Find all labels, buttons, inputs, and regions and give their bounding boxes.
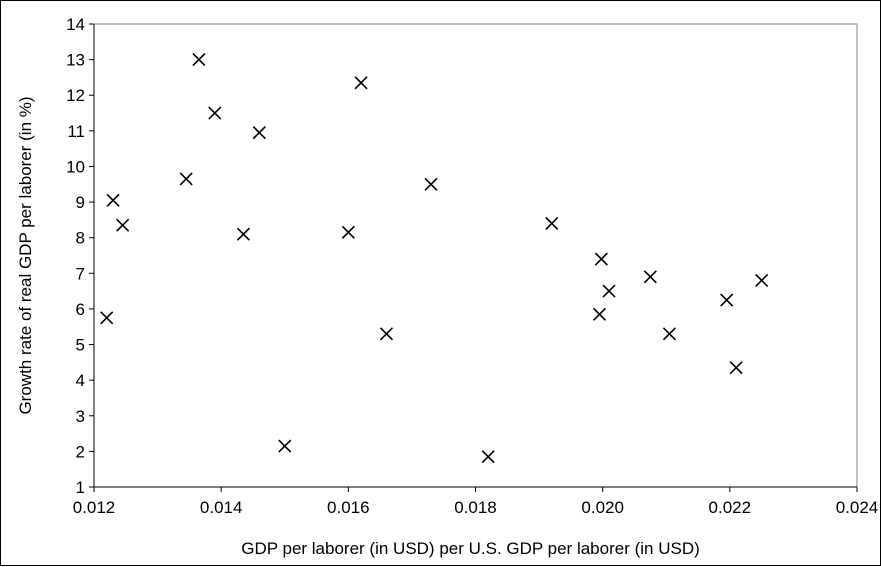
- marker-stroke: [602, 284, 616, 298]
- x-tick-label: 0.016: [327, 498, 370, 517]
- marker-stroke: [729, 361, 743, 375]
- data-point-marker: [720, 293, 734, 307]
- marker-stroke: [481, 450, 495, 464]
- data-point-marker: [729, 361, 743, 375]
- data-point-marker: [208, 106, 222, 120]
- x-tick-label: 0.022: [709, 498, 752, 517]
- y-tick-label: 13: [66, 51, 85, 70]
- x-tick-label: 0.020: [581, 498, 624, 517]
- y-tick-label: 3: [76, 407, 85, 426]
- marker-stroke: [179, 172, 193, 186]
- y-tick-label: 6: [76, 300, 85, 319]
- x-tick-label: 0.014: [200, 498, 243, 517]
- marker-stroke: [643, 270, 657, 284]
- x-tick-label: 0.012: [73, 498, 116, 517]
- data-point-marker: [662, 327, 676, 341]
- y-tick-label: 5: [76, 336, 85, 355]
- data-point-marker: [592, 307, 607, 321]
- marker-stroke: [592, 307, 607, 321]
- marker-stroke: [278, 439, 292, 453]
- data-point-marker: [481, 450, 495, 464]
- data-point-marker: [236, 227, 250, 241]
- marker-stroke: [354, 76, 368, 90]
- marker-stroke: [755, 273, 769, 287]
- y-tick-label: 7: [76, 264, 85, 283]
- data-points: [100, 53, 769, 464]
- y-tick-label: 12: [66, 86, 85, 105]
- y-tick-label: 9: [76, 193, 85, 212]
- data-point-marker: [424, 177, 438, 191]
- data-point-marker: [643, 270, 657, 284]
- marker-stroke: [208, 106, 222, 120]
- data-point-marker: [379, 327, 394, 341]
- y-tick-label: 8: [76, 229, 85, 248]
- marker-stroke: [662, 327, 676, 341]
- marker-stroke: [100, 311, 114, 325]
- y-tick-label: 14: [66, 15, 85, 34]
- data-point-marker: [278, 439, 292, 453]
- x-tick-label: 0.024: [836, 498, 879, 517]
- x-tick-label: 0.018: [454, 498, 497, 517]
- y-tick-label: 10: [66, 157, 85, 176]
- y-tick-label: 2: [76, 442, 85, 461]
- data-point-marker: [354, 76, 368, 90]
- axes: [93, 23, 858, 488]
- data-point-marker: [594, 252, 608, 266]
- y-axis-title: Growth rate of real GDP per laborer (in …: [16, 96, 35, 414]
- data-point-marker: [106, 193, 120, 207]
- y-tick-label: 1: [76, 478, 85, 497]
- data-point-marker: [545, 216, 559, 231]
- marker-stroke: [545, 216, 559, 231]
- marker-stroke: [424, 177, 438, 191]
- marker-stroke: [106, 193, 120, 207]
- data-point-marker: [252, 126, 266, 140]
- data-point-marker: [602, 284, 616, 298]
- data-point-marker: [341, 225, 355, 239]
- x-axis-title: GDP per laborer (in USD) per U.S. GDP pe…: [241, 539, 700, 558]
- marker-stroke: [252, 126, 266, 140]
- y-tick-label: 11: [67, 122, 85, 141]
- data-point-marker: [116, 218, 130, 232]
- data-point-marker: [755, 273, 769, 287]
- data-point-marker: [192, 53, 206, 67]
- marker-stroke: [594, 252, 608, 266]
- data-point-marker: [100, 311, 114, 325]
- marker-stroke: [379, 327, 394, 341]
- marker-stroke: [116, 218, 130, 232]
- marker-stroke: [192, 53, 206, 67]
- marker-stroke: [720, 293, 734, 307]
- y-tick-label: 4: [76, 371, 85, 390]
- data-point-marker: [179, 172, 193, 186]
- marker-stroke: [341, 225, 355, 239]
- plot-area-border: [93, 23, 858, 488]
- marker-stroke: [236, 227, 250, 241]
- x-axis-ticks: 0.012 0.014 0.016 0.018 0.020 0.022 0.024: [73, 487, 879, 517]
